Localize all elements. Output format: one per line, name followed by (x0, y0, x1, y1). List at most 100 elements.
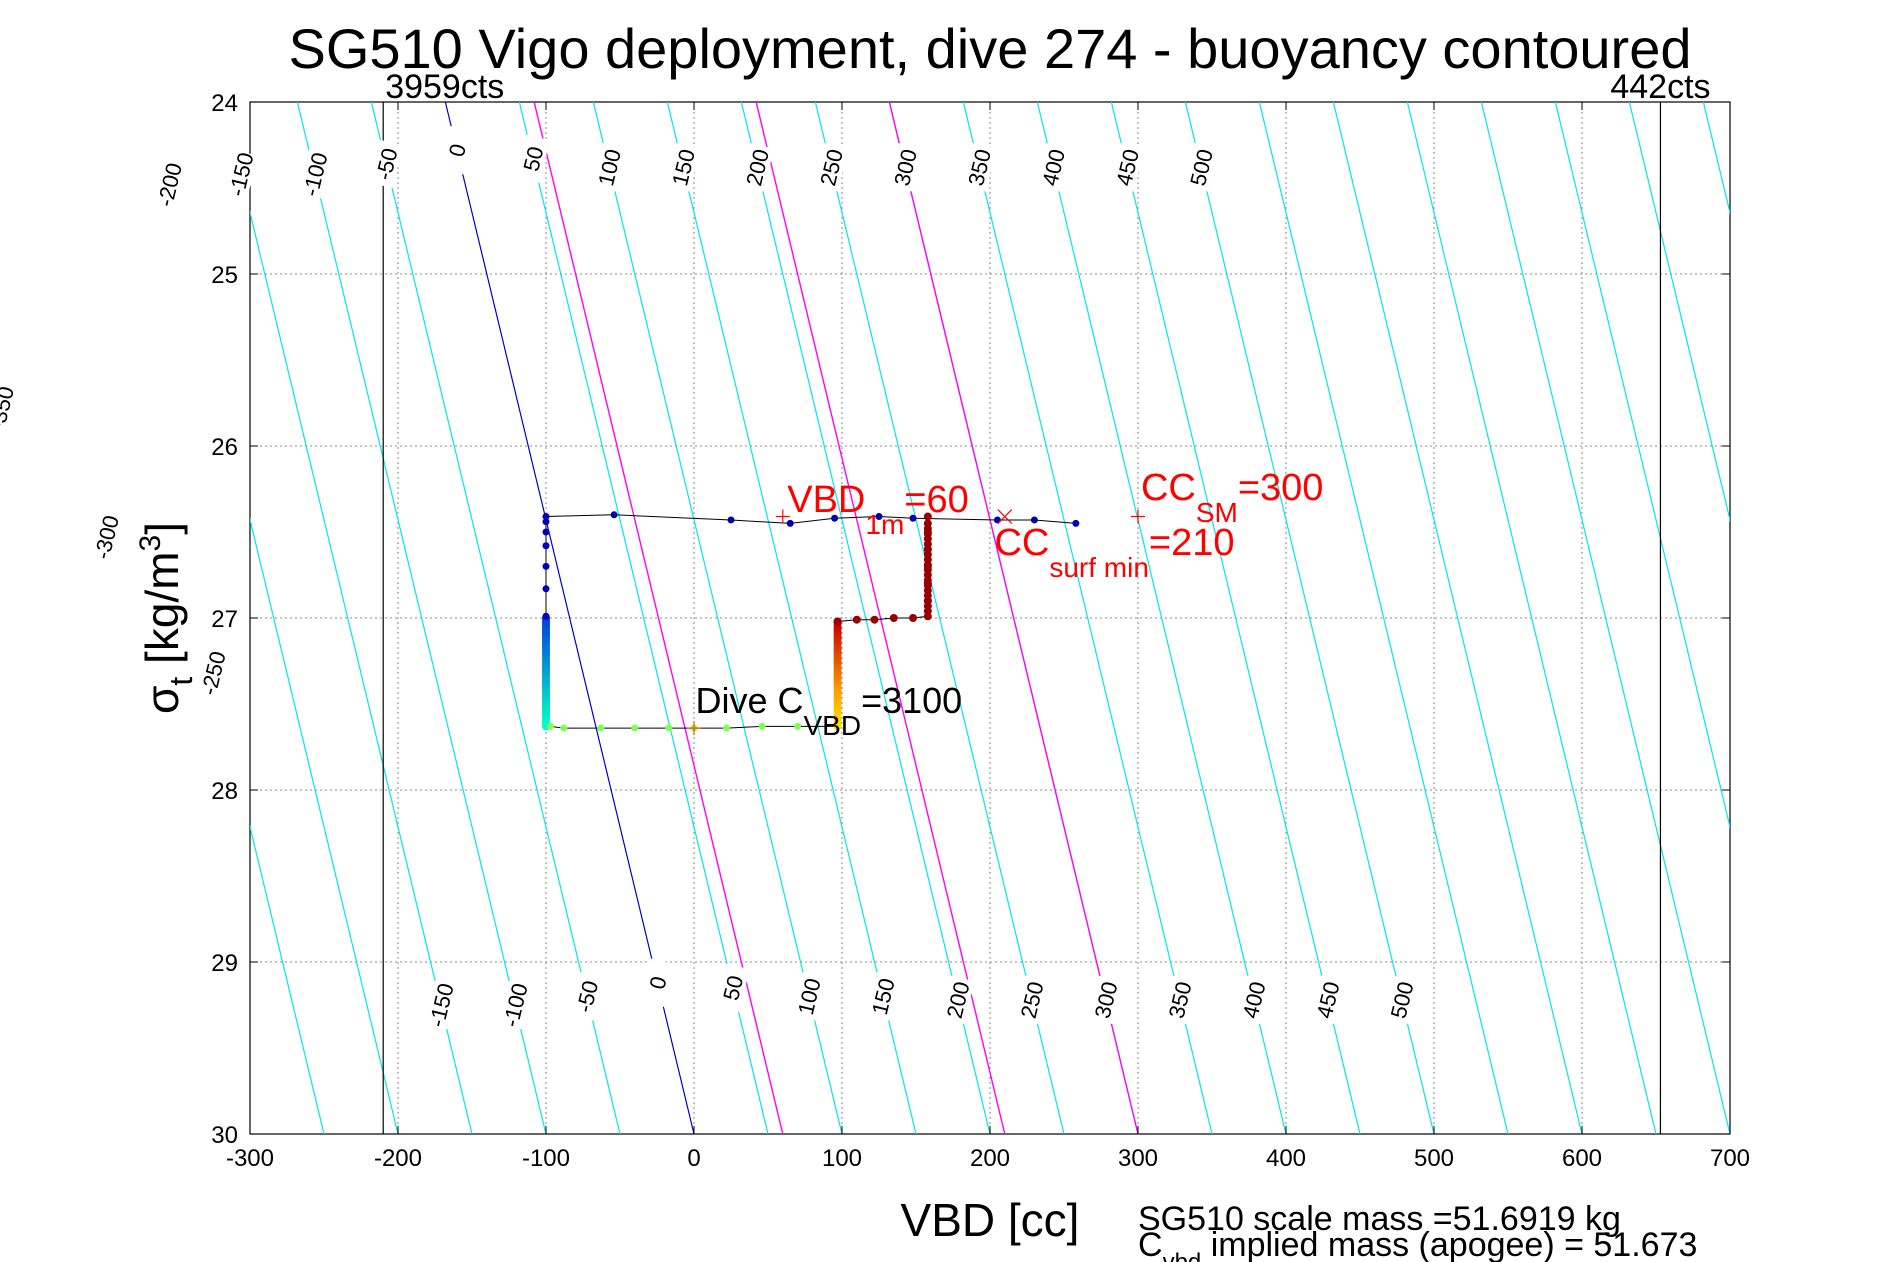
contour-line (1258, 102, 1509, 1134)
contour-line (250, 210, 473, 1134)
contour-label-top-bg (1036, 143, 1070, 192)
y-tick-labels: 24 25 26 27 28 29 30 (211, 90, 1730, 1149)
contour-line (370, 102, 621, 1134)
y-tick-label: 28 (211, 778, 238, 805)
x-axis-label: VBD [cc] (901, 1194, 1080, 1246)
buoyancy-contours (250, 102, 1730, 1134)
contour-line (1184, 102, 1435, 1134)
implied-mass-sub: vbd (1163, 1249, 1202, 1262)
x-tick-label: 400 (1266, 1145, 1306, 1172)
annotation-vbd1m: VBD1m=60 (787, 479, 969, 540)
contour-label-bottom: 50 (718, 973, 748, 1003)
dive-track (542, 511, 1080, 732)
contour-label-bottom-bg (1236, 975, 1271, 1025)
track-point-bottom (758, 722, 766, 730)
x-marker (997, 509, 1013, 524)
contour-label-top-bg (89, 512, 124, 562)
contour-label-top-bg (152, 160, 187, 209)
annotation-value: =300 (1238, 467, 1324, 509)
contour-line-highlight (755, 102, 1006, 1134)
annotation-value: =210 (1149, 522, 1235, 564)
contour-label-top-bg (1110, 143, 1144, 192)
track-point-top (786, 519, 794, 527)
track-point-left-upper (542, 562, 550, 570)
x-tick-label: -100 (522, 1145, 570, 1172)
contour-label-top-bg (196, 648, 230, 698)
track-point-top (1072, 519, 1080, 527)
count-label: 442cts (1610, 68, 1710, 106)
contour-label-bottom-bg (1088, 975, 1123, 1025)
track-point-top (610, 511, 618, 519)
svg-text:Cvbd implied mass (apogee) = 5: Cvbd implied mass (apogee) = 51.673 (1138, 1226, 1697, 1262)
track-point-bottom (723, 724, 731, 732)
count-label: 3959cts (385, 68, 504, 106)
contour-label-top-bg (962, 143, 996, 192)
contour-label-top-bg (297, 150, 332, 199)
contour-label-bottom-bg (1384, 975, 1419, 1025)
contour-line (518, 102, 769, 1134)
y-tick-label: 25 (211, 262, 238, 289)
contour-line (592, 102, 843, 1134)
contour-label-top-bg (1184, 143, 1218, 192)
contour-label-top-bg (814, 143, 848, 192)
annotation-base: Dive C (695, 680, 803, 721)
contour-label-bottom-bg (1162, 975, 1197, 1025)
track-point-upper (923, 512, 932, 521)
contour-line (962, 102, 1213, 1134)
contour-line-highlight (888, 102, 1139, 1134)
contour-line (814, 102, 1065, 1134)
x-tick-label: -200 (374, 1145, 422, 1172)
y-tick-label: 24 (211, 90, 238, 117)
annotation-sub: VBD (804, 710, 862, 741)
scale-mass-text: SG510 scale mass =51.6919 kg (1138, 1200, 1621, 1238)
contour-line (250, 517, 399, 1134)
y-tick-label: 29 (211, 950, 238, 977)
contour-label-top: 50 (519, 144, 549, 174)
track-point-bottom (560, 724, 568, 732)
x-tick-label: 0 (687, 1145, 700, 1172)
track-point-left-upper (542, 612, 550, 620)
chart-title: SG510 Vigo deployment, dive 274 - buoyan… (288, 17, 1691, 80)
contour-label-top-bg (666, 143, 700, 192)
contour-label-bottom-bg (1310, 975, 1345, 1025)
annotation-ccsm: CCSM=300 (1141, 467, 1323, 528)
svg-text:σt [kg/m3]: σt [kg/m3] (134, 522, 199, 714)
annotation-divec: Dive CVBD=3100 (695, 680, 962, 741)
x-tick-label: -300 (226, 1145, 274, 1172)
contour-label-top-bg (740, 143, 774, 192)
y-label-sup: 3 (134, 535, 167, 552)
contour-line (250, 824, 325, 1134)
annotation-ccsurf: CCsurf min=210 (994, 522, 1234, 583)
track-point-top (831, 514, 839, 522)
track-point-upper-fill (923, 607, 932, 616)
track-point-left-upper (542, 585, 550, 593)
grid-lines (250, 102, 1730, 1134)
track-point-left-upper (542, 528, 550, 536)
track-point-top (1030, 516, 1038, 524)
contour-line (1110, 102, 1361, 1134)
track-point-bottom (631, 724, 639, 732)
x-tick-label: 700 (1710, 1145, 1750, 1172)
x-tick-label: 200 (970, 1145, 1010, 1172)
contour-line (740, 102, 991, 1134)
contour-label-bottom-bg (498, 980, 532, 1030)
x-tick-label: 100 (822, 1145, 862, 1172)
contour-line (666, 102, 917, 1134)
contour-line (1036, 102, 1287, 1134)
contour-label-top-bg (369, 139, 404, 189)
implied-mass-text: implied mass (apogee) = 51.673 (1201, 1226, 1697, 1262)
annotation-sub: surf min (1049, 552, 1149, 583)
annotation-base: CC (1141, 467, 1196, 509)
contour-label-bottom-bg (570, 972, 604, 1021)
implied-mass-c: C (1138, 1226, 1163, 1262)
track-point-bottom (794, 722, 802, 730)
contour-label-bottom-bg (424, 980, 458, 1030)
track-point-top (727, 516, 735, 524)
y-tick-label: 26 (211, 434, 238, 461)
y-tick-label: 30 (211, 1122, 238, 1149)
contour-label-bottom-bg (866, 972, 900, 1021)
contour-line (1406, 102, 1657, 1134)
